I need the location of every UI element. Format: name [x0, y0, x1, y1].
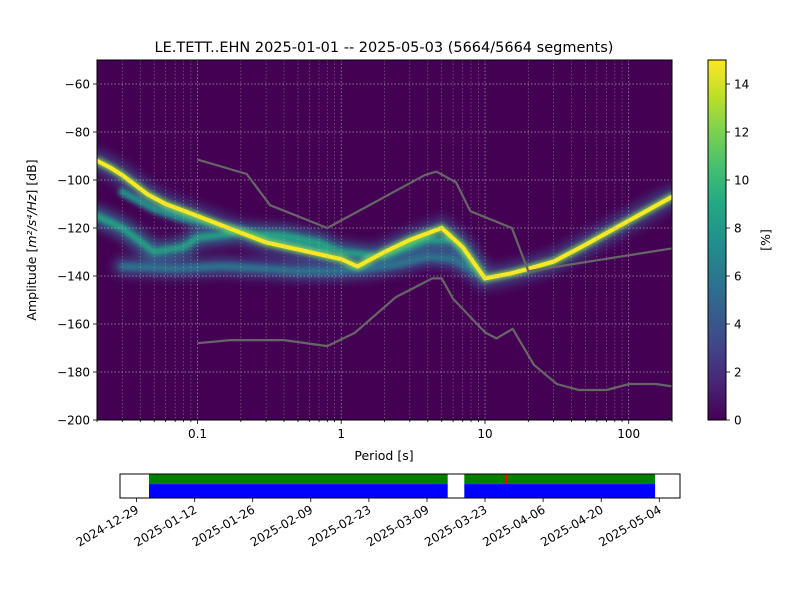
timeline-tick-label: 2024-12-29: [74, 502, 141, 549]
colorbar: 0 2 4 6 8 10 12 14 [%]: [707, 59, 773, 428]
colorbar-tick-label: 14: [734, 78, 749, 92]
timeline-frame: [119, 473, 681, 499]
y-tick-label: −180: [57, 366, 90, 380]
y-tick-label: −60: [65, 78, 90, 92]
y-tick-label: −200: [57, 414, 90, 428]
y-axis-label-main: Amplitude [: [24, 248, 39, 321]
timeline-tick-label: 2025-04-20: [538, 502, 605, 549]
y-axis-label-math: m²/s⁴/Hz: [24, 194, 39, 248]
density-peak: [97, 158, 672, 281]
y-tick-label: −160: [57, 318, 90, 332]
grid: [97, 60, 672, 420]
chart-title: LE.TETT..EHN 2025-01-01 -- 2025-05-03 (5…: [155, 40, 614, 56]
low-noise-model: [197, 277, 672, 392]
timeline-tick-label: 2025-01-26: [190, 502, 257, 549]
timeline-available-bar: [464, 474, 656, 485]
colorbar-tick-label: 4: [734, 318, 742, 332]
timeline-tick-label: 2025-04-06: [480, 502, 547, 549]
timeline-ticks: 2024-12-292025-01-122025-01-262025-02-09…: [74, 498, 664, 549]
x-tick-label: 100: [617, 427, 640, 441]
plot-area: 0.1 1 10 100 −60 −80 −100 −120 −140 −160 −180 −200: [57, 59, 673, 441]
x-tick-label: 0.1: [188, 427, 207, 441]
timeline-tick-label: 2025-03-09: [364, 502, 431, 549]
colorbar-label: [%]: [758, 229, 773, 251]
noise-models: [197, 158, 672, 392]
timeline-coverage-bar: [464, 484, 656, 498]
y-tick-label: −120: [57, 222, 90, 236]
y-tick-label: −80: [65, 126, 90, 140]
x-axis-label: Period [s]: [354, 448, 413, 463]
y-axis-label-end: ] [dB]: [24, 159, 39, 194]
colorbar-tick-label: 8: [734, 222, 742, 236]
colorbar-ticks: 0 2 4 6 8 10 12 14: [726, 78, 749, 428]
x-tick-label: 10: [477, 427, 492, 441]
timeline-tick-label: 2025-02-09: [248, 502, 315, 549]
colorbar-tick-label: 0: [734, 414, 742, 428]
timeline-tick-label: 2025-05-04: [596, 502, 663, 549]
y-tick-label: −100: [57, 174, 90, 188]
timeline-coverage-bar: [149, 484, 448, 498]
colorbar-tick-label: 2: [734, 366, 742, 380]
x-tick-label: 1: [337, 427, 345, 441]
colorbar-tick-label: 10: [734, 174, 749, 188]
y-axis-ticks: −60 −80 −100 −120 −140 −160 −180 −200: [57, 78, 97, 428]
y-tick-label: −140: [57, 270, 90, 284]
timeline-available-bar: [149, 474, 448, 485]
x-axis-ticks: 0.1 1 10 100: [96, 420, 673, 441]
high-noise-model: [197, 158, 672, 273]
colorbar-tick-label: 12: [734, 126, 749, 140]
coverage-timeline: 2024-12-292025-01-122025-01-262025-02-09…: [74, 473, 681, 549]
timeline-tick-label: 2025-02-23: [306, 502, 373, 549]
timeline-tick-label: 2025-01-12: [132, 502, 199, 549]
y-axis-label: Amplitude [m²/s⁴/Hz] [dB]: [24, 159, 39, 320]
colorbar-gradient: [707, 59, 727, 421]
colorbar-tick-label: 6: [734, 270, 742, 284]
timeline-tick-label: 2025-03-23: [422, 502, 489, 549]
timeline-bars: [149, 474, 656, 498]
timeline-gap-marker: [504, 474, 508, 485]
